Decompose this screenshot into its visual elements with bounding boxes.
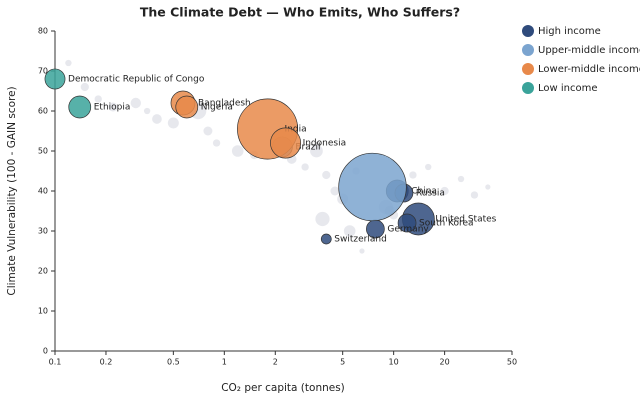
bubble-label: United States — [435, 215, 496, 225]
x-tick-label: 20 — [440, 358, 450, 367]
bubble — [44, 68, 66, 90]
bubble-label: Russia — [416, 189, 445, 199]
bubble-label: Germany — [387, 225, 429, 235]
legend-swatch — [522, 25, 534, 37]
context-bubble — [425, 163, 432, 171]
y-tick-label: 0 — [43, 347, 48, 356]
context-bubble — [310, 144, 323, 158]
context-bubble — [203, 126, 213, 136]
legend-label: Low income — [538, 83, 598, 94]
legend-swatch — [522, 63, 534, 75]
context-bubble — [130, 97, 141, 109]
bubble-label: Switzerland — [334, 235, 387, 245]
x-tick-label: 1 — [222, 358, 227, 367]
context-bubble — [167, 117, 179, 129]
y-tick-label: 60 — [38, 107, 48, 116]
x-tick-label: 0.1 — [49, 358, 62, 367]
bubble-label: Indonesia — [303, 139, 347, 149]
x-tick-label: 2 — [273, 358, 278, 367]
y-tick-label: 50 — [38, 147, 48, 156]
bubble-label: Brazil — [295, 143, 320, 153]
x-tick-label: 50 — [507, 358, 517, 367]
y-tick-label: 30 — [38, 227, 48, 236]
context-bubble — [143, 107, 151, 115]
bubble — [338, 152, 407, 222]
chart-title: The Climate Debt — Who Emits, Who Suffer… — [140, 5, 460, 20]
bubble — [175, 95, 199, 119]
context-bubble — [94, 95, 102, 103]
context-bubble — [330, 186, 340, 196]
context-bubble — [315, 211, 330, 227]
context-bubble — [409, 171, 417, 179]
context-bubble — [322, 170, 331, 180]
x-tick-label: 0.2 — [100, 358, 113, 367]
y-axis-label: Climate Vulnerability (100 - GAIN score) — [6, 86, 18, 295]
x-axis-label: CO₂ per capita (tonnes) — [221, 382, 345, 394]
legend-label: Lower-middle income — [538, 64, 640, 75]
bubble — [68, 95, 92, 119]
bubble-label: Nigeria — [201, 103, 233, 113]
bubble — [397, 213, 417, 233]
context-bubble — [301, 163, 309, 171]
context-bubble — [485, 184, 491, 190]
x-tick-label: 0.5 — [167, 358, 180, 367]
y-tick-label: 10 — [38, 307, 48, 316]
legend-swatch — [522, 44, 534, 56]
x-tick-label: 5 — [340, 358, 345, 367]
context-bubble — [231, 145, 244, 157]
y-tick-label: 20 — [38, 267, 48, 276]
context-bubble — [152, 114, 162, 124]
y-tick-label: 40 — [38, 187, 48, 196]
y-tick-label: 80 — [38, 27, 48, 36]
bubble-label: South Korea — [419, 219, 474, 229]
context-bubble — [212, 139, 221, 147]
context-bubble — [457, 175, 465, 183]
bubble-label: China — [411, 187, 437, 197]
bubble-label: Bangladesh — [198, 99, 251, 109]
bubble-label: Democratic Republic of Congo — [68, 75, 205, 85]
context-bubble — [108, 102, 118, 112]
bubble-label: Ethiopia — [94, 103, 131, 113]
context-bubble — [80, 82, 89, 92]
legend-label: Upper-middle income — [538, 45, 640, 56]
bubble-label: India — [285, 125, 307, 135]
x-tick-label: 10 — [389, 358, 399, 367]
context-bubble — [359, 248, 365, 254]
context-bubble — [440, 186, 449, 196]
legend: High income Upper-middle income Lower-midd… — [522, 25, 640, 94]
context-bubble — [343, 225, 356, 237]
y-tick-label: 70 — [38, 67, 48, 76]
bubble — [320, 233, 332, 245]
legend-label: High income — [538, 26, 601, 37]
context-bubble — [65, 59, 72, 67]
bubble — [270, 127, 302, 159]
legend-swatch — [522, 82, 534, 94]
context-bubble — [470, 191, 479, 199]
